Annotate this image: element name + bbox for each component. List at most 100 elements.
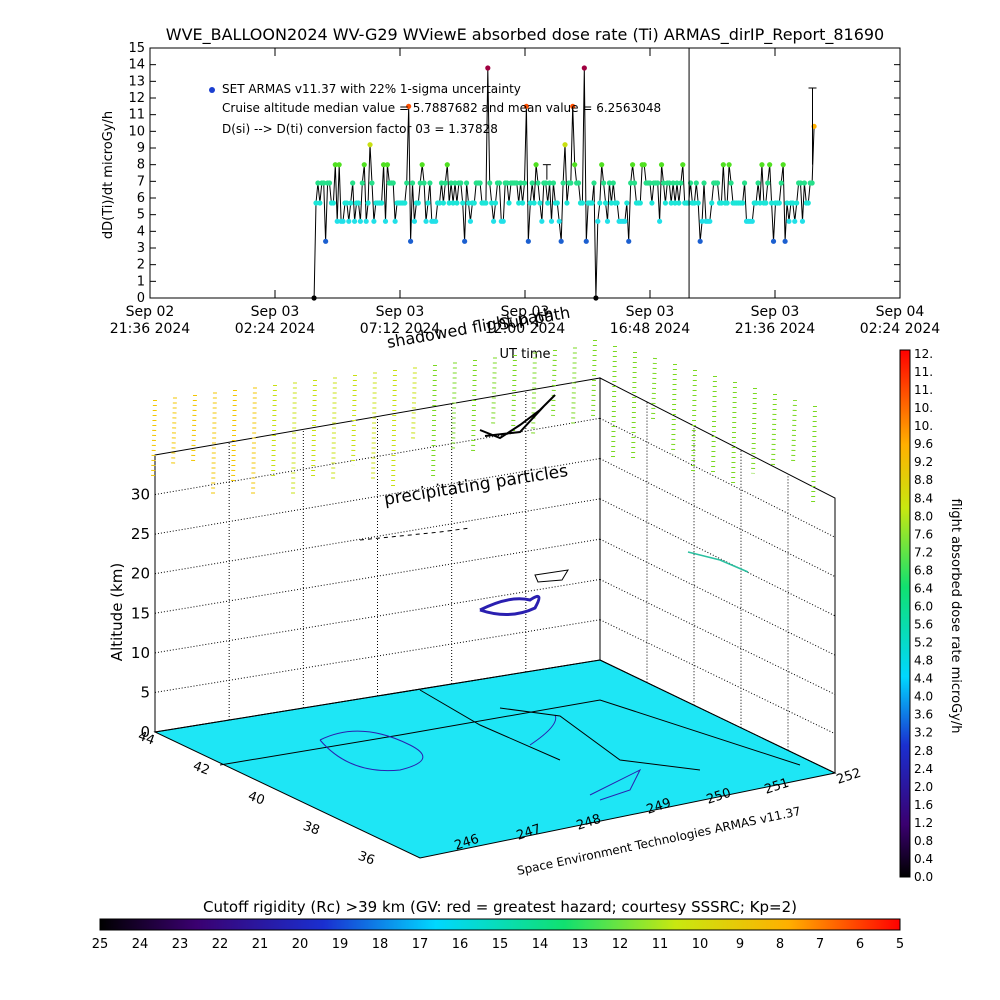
cutoff-colorbar-tick: 11 <box>652 937 669 952</box>
dose-rate-point <box>460 200 466 206</box>
dose-rate-point <box>718 200 724 206</box>
dose-rate-point <box>442 180 448 186</box>
x-tick-time: 16:48 2024 <box>610 321 691 337</box>
precipitating-particle-column <box>571 347 577 425</box>
dose-rate-point <box>490 218 497 224</box>
dose-rate-point <box>780 162 786 168</box>
ground-contours <box>219 689 801 801</box>
precipitating-particle-column <box>331 377 337 483</box>
dose-rate-point <box>489 200 495 206</box>
cutoff-rigidity-title: Cutoff rigidity (Rc) >39 km (GV: red = g… <box>203 898 797 916</box>
dose-colorbar-tick: 0.8 <box>914 834 933 848</box>
dose-rate-point <box>647 180 653 186</box>
y-tick-label: 13 <box>128 74 145 89</box>
dose-rate-point <box>759 162 765 168</box>
dose-rate-point <box>776 200 782 206</box>
precipitating-particle-column <box>551 349 557 416</box>
dose-rate-point <box>392 218 398 224</box>
x-tick-date: Sep 03 <box>626 304 675 320</box>
precipitating-particle-column <box>471 359 477 453</box>
dose-rate-point <box>809 180 815 186</box>
dose-rate-point <box>593 295 599 301</box>
x-tick-date: Sep 03 <box>501 304 550 320</box>
dose-rate-point <box>604 218 611 224</box>
dose-colorbar-tick: 5.2 <box>914 636 933 650</box>
x-tick-date: Sep 02 <box>126 304 175 320</box>
dose-rate-point <box>680 162 686 168</box>
dose-colorbar-tick: 8.4 <box>914 491 933 505</box>
precipitating-particle-column <box>451 362 457 451</box>
altitude-tick-label: 30 <box>131 486 150 504</box>
dose-rate-point <box>637 200 643 206</box>
y-tick-label: 6 <box>137 191 145 206</box>
cutoff-colorbar-tick: 7 <box>816 937 824 952</box>
dose-rate-point <box>518 180 524 186</box>
dose-rate-point <box>805 200 811 206</box>
dose-rate-point <box>658 162 665 168</box>
y-tick-label: 9 <box>137 141 145 156</box>
dose-rate-point <box>357 218 363 224</box>
y-axis-label: dD(Ti)/dt microGy/h <box>101 111 116 239</box>
ground-contour <box>219 699 801 766</box>
dose-rate-point <box>409 180 416 186</box>
dose-rate-point <box>346 218 352 224</box>
altitude-tick-label: 25 <box>131 525 150 543</box>
precipitating-particle-column <box>431 364 437 481</box>
y-tick-label: 3 <box>137 241 145 256</box>
latitude-tick-label: 36 <box>356 849 377 869</box>
dose-rate-point <box>595 218 601 224</box>
dose-colorbar-tick: 7.2 <box>914 545 933 559</box>
dose-rate-point <box>419 162 425 168</box>
flight-tracks <box>359 394 749 616</box>
dose-colorbar-tick: 5.6 <box>914 618 933 632</box>
dose-rate-point <box>487 180 493 186</box>
latitude-tick-label: 44 <box>136 729 157 749</box>
dose-rate-point <box>697 238 703 244</box>
x-tick-date: Sep 03 <box>751 304 800 320</box>
dose-rate-point <box>427 180 433 186</box>
dose-colorbar-tick: 2.4 <box>914 762 933 776</box>
dose-rate-point <box>699 218 705 224</box>
dose-rate-point <box>423 218 429 224</box>
x-tick-date: Sep 04 <box>876 304 925 320</box>
longitude-tick-label: 249 <box>645 796 673 818</box>
longitude-tick-labels: 246 247 248 249 250 251 252 <box>453 766 863 854</box>
x-tick-time: 02:24 2024 <box>860 321 941 337</box>
cutoff-colorbar-tick: 24 <box>132 937 149 952</box>
dose-colorbar-tick: 8.0 <box>914 509 933 523</box>
dose-rate-point <box>550 180 557 186</box>
dose-rate-point <box>483 200 489 206</box>
dose-rate-point <box>560 180 566 186</box>
dose-rate-point <box>678 180 684 186</box>
dose-rate-point <box>326 180 333 186</box>
longitude-tick-label: 248 <box>575 812 603 834</box>
cutoff-colorbar-tick: 13 <box>572 937 589 952</box>
dose-rate-point <box>768 200 775 206</box>
cutoff-colorbar-tick: 5 <box>896 937 904 952</box>
precipitating-particle-column <box>291 382 297 494</box>
x-tick-date: Sep 03 <box>376 304 425 320</box>
dose-rate-point <box>433 218 439 224</box>
dose-rate-point <box>655 180 661 186</box>
dose-rate-point <box>415 200 421 206</box>
annotation-version: SET ARMAS v11.37 with 22% 1-sigma uncert… <box>222 82 521 96</box>
cutoff-colorbar-labels: 25 24 23 22 21 20 19 18 17 16 15 14 13 12 11 10 9 8 7 6 5 <box>92 937 904 952</box>
dose-rate-point <box>662 200 669 206</box>
x-axis-label: UT time <box>500 347 551 362</box>
dose-colorbar-tick: 1.6 <box>914 798 933 812</box>
precipitating-particle-column <box>771 393 777 466</box>
dose-rate-point <box>792 218 798 224</box>
dose-rate-point <box>363 218 369 224</box>
altitude-gridline <box>599 458 836 578</box>
ground-contour <box>589 768 642 801</box>
dose-rate-point <box>379 200 385 206</box>
dose-colorbar-tick: 1.2 <box>914 816 933 830</box>
cutoff-colorbar-tick: 16 <box>452 937 469 952</box>
x-tick-time: 07:12 2024 <box>360 321 441 337</box>
latitude-tick-label: 38 <box>301 819 322 839</box>
dose-rate-point <box>369 180 375 186</box>
dose-colorbar-tick: 8.8 <box>914 473 933 487</box>
dose-rate-point <box>348 200 354 206</box>
y-tick-label: 8 <box>137 158 145 173</box>
dose-rate-point <box>332 162 338 168</box>
